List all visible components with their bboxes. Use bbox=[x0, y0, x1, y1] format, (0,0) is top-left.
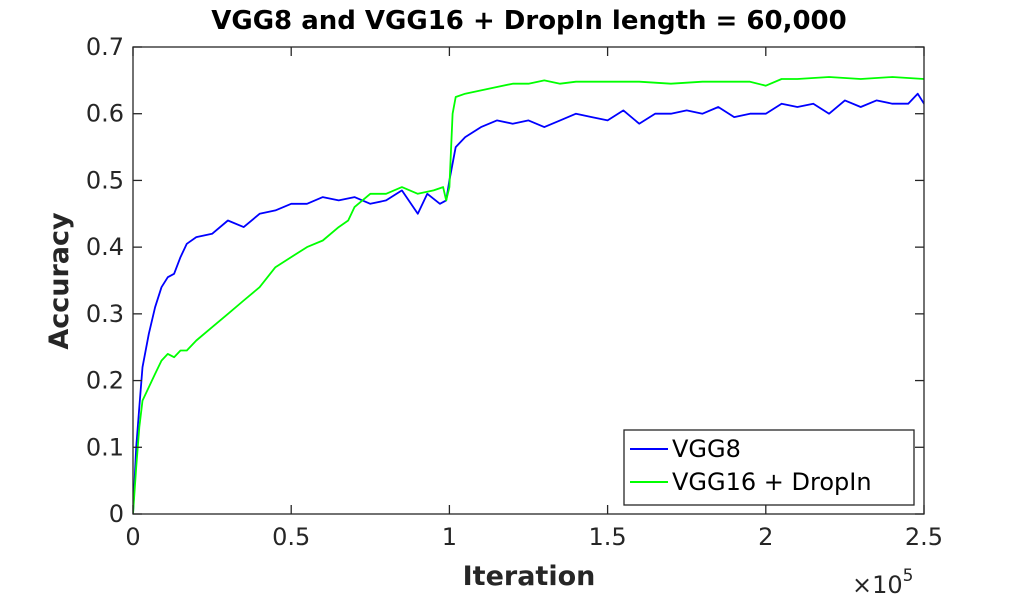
x-axis-label: Iteration bbox=[463, 561, 596, 592]
series-line-vgg16-dropin bbox=[133, 76, 924, 514]
legend: VGG8 VGG16 + DropIn bbox=[623, 429, 915, 506]
series-layer bbox=[133, 76, 924, 514]
y-tick-label: 0.5 bbox=[86, 166, 124, 194]
x-tick-label: 0.5 bbox=[272, 523, 310, 551]
plot-area bbox=[133, 76, 924, 514]
y-tick-label: 0.4 bbox=[86, 233, 124, 261]
y-axis-label: Accuracy bbox=[44, 212, 75, 350]
x-tick-label: 0 bbox=[125, 523, 140, 551]
series-line-vgg8 bbox=[133, 92, 924, 514]
chart-title: VGG8 and VGG16 + DropIn length = 60,000 bbox=[211, 6, 846, 36]
legend-label-vgg16-dropin: VGG16 + DropIn bbox=[672, 468, 872, 496]
x-tick-label: 2.5 bbox=[905, 523, 943, 551]
legend-box bbox=[623, 429, 915, 506]
axis-ticks: 0 0.5 1 1.5 2 2.5 0 0.1 0.2 0.3 0.4 0.5 0.6 0.7 bbox=[86, 33, 943, 551]
plot-frame bbox=[132, 46, 925, 515]
x-axis-exponent-base: ×10 bbox=[852, 571, 903, 599]
y-tick-label: 0.3 bbox=[86, 300, 124, 328]
y-tick-label: 0.6 bbox=[86, 100, 124, 128]
x-axis-exponent-power: 5 bbox=[903, 566, 914, 586]
x-tick-label: 1 bbox=[442, 523, 457, 551]
y-tick-label: 0.1 bbox=[86, 433, 124, 461]
x-tick-label: 1.5 bbox=[589, 523, 627, 551]
legend-label-vgg8: VGG8 bbox=[672, 435, 741, 463]
y-tick-label: 0 bbox=[109, 500, 124, 528]
y-tick-label: 0.7 bbox=[86, 33, 124, 61]
x-axis-exponent: ×105 bbox=[852, 566, 913, 599]
y-tick-label: 0.2 bbox=[86, 367, 124, 395]
x-tick-label: 2 bbox=[758, 523, 773, 551]
